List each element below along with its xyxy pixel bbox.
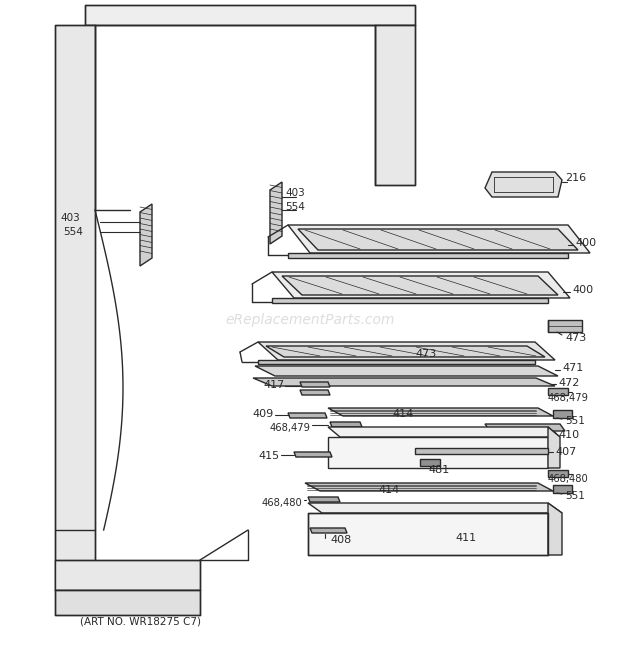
Polygon shape	[55, 560, 200, 590]
Polygon shape	[288, 225, 590, 253]
Polygon shape	[548, 320, 582, 332]
Text: 414: 414	[378, 485, 399, 495]
Text: 473: 473	[565, 333, 587, 343]
Text: 410: 410	[558, 430, 579, 440]
Text: 551: 551	[565, 491, 585, 501]
Polygon shape	[140, 204, 152, 266]
Polygon shape	[485, 424, 565, 431]
Polygon shape	[308, 497, 340, 502]
Polygon shape	[294, 452, 332, 457]
Polygon shape	[300, 382, 330, 387]
Polygon shape	[55, 25, 95, 590]
Polygon shape	[308, 513, 548, 555]
Text: 216: 216	[565, 173, 586, 183]
Text: 468,479: 468,479	[548, 393, 589, 403]
Polygon shape	[485, 172, 562, 197]
Text: 468,479: 468,479	[270, 423, 311, 433]
Polygon shape	[272, 272, 570, 298]
Polygon shape	[308, 503, 562, 513]
Polygon shape	[255, 366, 558, 376]
Text: 554: 554	[285, 202, 305, 212]
Polygon shape	[328, 437, 548, 468]
Polygon shape	[553, 410, 572, 418]
Polygon shape	[85, 5, 415, 25]
Text: 407: 407	[555, 447, 576, 457]
Polygon shape	[270, 182, 282, 244]
Text: 409: 409	[253, 409, 274, 419]
Text: 554: 554	[63, 227, 83, 237]
Polygon shape	[548, 503, 562, 555]
Polygon shape	[266, 346, 545, 357]
Text: 403: 403	[285, 188, 305, 198]
Polygon shape	[288, 413, 327, 418]
Polygon shape	[328, 427, 560, 437]
Polygon shape	[288, 253, 568, 258]
Text: 481: 481	[428, 465, 450, 475]
Polygon shape	[553, 485, 572, 493]
Text: eReplacementParts.com: eReplacementParts.com	[225, 313, 395, 327]
Text: 400: 400	[575, 238, 596, 248]
Text: 415: 415	[259, 451, 280, 461]
Polygon shape	[258, 360, 535, 364]
Text: 408: 408	[330, 535, 352, 545]
Polygon shape	[415, 448, 548, 454]
Text: 414: 414	[392, 409, 414, 419]
Polygon shape	[375, 25, 415, 185]
Text: 468,480: 468,480	[548, 474, 589, 484]
Polygon shape	[305, 483, 553, 491]
Polygon shape	[548, 427, 560, 468]
Text: 400: 400	[572, 285, 593, 295]
Polygon shape	[330, 422, 362, 427]
Text: 472: 472	[558, 378, 579, 388]
Text: 417: 417	[264, 380, 285, 390]
Polygon shape	[328, 408, 553, 416]
Text: 473: 473	[415, 349, 436, 359]
Polygon shape	[298, 229, 578, 250]
Polygon shape	[310, 528, 347, 533]
Polygon shape	[548, 470, 568, 477]
Text: 403: 403	[60, 213, 80, 223]
Polygon shape	[253, 378, 555, 386]
Text: 468,480: 468,480	[262, 498, 303, 508]
Polygon shape	[300, 390, 330, 395]
Text: 471: 471	[562, 363, 583, 373]
Text: 551: 551	[565, 416, 585, 426]
Text: 411: 411	[455, 533, 476, 543]
Text: (ART NO. WR18275 C7): (ART NO. WR18275 C7)	[80, 617, 201, 627]
Polygon shape	[272, 298, 548, 303]
Polygon shape	[420, 459, 440, 466]
Polygon shape	[282, 276, 558, 295]
Polygon shape	[548, 388, 568, 395]
Polygon shape	[55, 590, 200, 615]
Polygon shape	[258, 342, 555, 360]
